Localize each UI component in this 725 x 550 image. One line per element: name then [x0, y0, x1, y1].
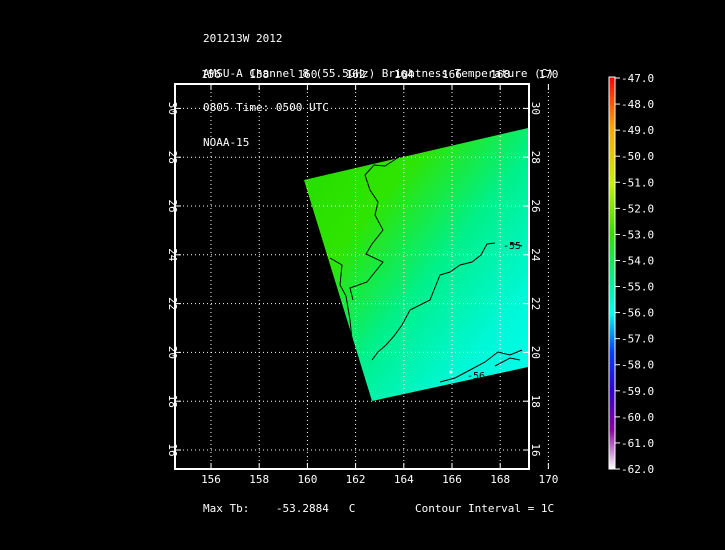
lon-label-top: 164 [394, 68, 414, 81]
colorbar-label: -48.0 [621, 98, 654, 111]
header-satellite: NOAA-15 [203, 135, 250, 149]
lat-label-right: 16 [529, 443, 542, 456]
lon-label-top: 166 [442, 68, 462, 81]
header-product: AMSU-A Channel 8 (55.5GHz) Brightness Te… [203, 66, 554, 80]
colorbar-label: -59.0 [621, 385, 654, 398]
colorbar-label: -57.0 [621, 333, 654, 346]
axis-labels: 156 156 158 158 160 160 162 162 164 164 166 166 168 1… [166, 68, 558, 486]
lon-label-top: 158 [249, 68, 269, 81]
lat-label-right: 28 [529, 151, 542, 164]
lat-label-left: 26 [166, 199, 179, 212]
contour-line-a [349, 154, 403, 301]
lon-label-bottom: 166 [442, 473, 462, 486]
lon-label-top: 160 [297, 68, 317, 81]
satellite-swath [304, 128, 528, 401]
storm-center-marker [449, 370, 453, 374]
max-tb-label: Max Tb: [203, 502, 250, 515]
lon-label-bottom: 158 [249, 473, 269, 486]
colorbar-label: -56.0 [621, 307, 654, 320]
max-tb-readout: Max Tb: -53.2884 C [203, 502, 355, 515]
lat-label-right: 22 [529, 297, 542, 310]
colorbar-label: -53.0 [621, 228, 654, 241]
lon-label-top: 170 [538, 68, 558, 81]
colorbar-label: -52.0 [621, 202, 654, 215]
contour-line-f [494, 357, 521, 367]
colorbar-label: -50.0 [621, 150, 654, 163]
lon-label-top: 168 [490, 68, 510, 81]
lat-label-right: 18 [529, 395, 542, 408]
header-time: 0805 Time: 0500 UTC [203, 101, 329, 114]
colorbar-label: -61.0 [621, 437, 654, 450]
lon-label-top: 162 [346, 68, 366, 81]
lon-label-bottom: 164 [394, 473, 414, 486]
map-frame [174, 83, 530, 470]
contour-line-d [509, 242, 523, 247]
lat-label-left: 22 [166, 297, 179, 310]
lon-label-bottom: 162 [346, 473, 366, 486]
colorbar-label: -55.0 [621, 281, 654, 294]
lat-label-left: 30 [166, 102, 179, 115]
header-storm-id: 201213W 2012 [203, 32, 283, 45]
lat-label-right: 24 [529, 248, 542, 262]
lat-label-right: 26 [529, 199, 542, 212]
lon-label-bottom: 170 [538, 473, 558, 486]
lat-lon-grid [175, 84, 549, 469]
contour-line-c [371, 242, 496, 361]
colorbar [608, 76, 616, 470]
colorbar-label: -49.0 [621, 124, 654, 137]
contour-interval: Contour Interval = 1C [415, 502, 555, 515]
colorbar-label: -62.0 [621, 463, 654, 476]
plot-header: 201213W 2012 AMSU-A Channel 8 (55.5GHz) … [203, 10, 554, 160]
contour-line-b [329, 257, 353, 341]
max-tb-value: -53.2884 [275, 502, 329, 515]
lon-label-bottom: 156 [201, 473, 221, 486]
colorbar-label: -60.0 [621, 411, 654, 424]
lat-label-left: 18 [166, 395, 179, 408]
lon-label-bottom: 168 [490, 473, 510, 486]
lon-label-bottom: 160 [297, 473, 317, 486]
lat-label-left: 24 [166, 248, 179, 262]
colorbar-label: -47.0 [621, 72, 654, 85]
colorbar-labels: -47.0 -48.0 -49.0 -50.0 -51.0 -52.0 -53.0 -54.0… [621, 72, 654, 476]
contour-label-56: -56 [467, 371, 485, 382]
colorbar-label: -51.0 [621, 176, 654, 189]
lat-label-left: 28 [166, 151, 179, 164]
colorbar-label: -58.0 [621, 359, 654, 372]
contour-line-e [439, 349, 523, 383]
lat-label-left: 16 [166, 443, 179, 456]
colorbar-ticks [615, 77, 620, 470]
contour-label-55: -55 [503, 241, 521, 252]
lon-label-top: 156 [201, 68, 221, 81]
contour-lines [329, 154, 523, 383]
lat-label-right: 30 [529, 102, 542, 115]
max-tb-unit: C [348, 502, 356, 515]
colorbar-label: -54.0 [621, 254, 654, 267]
lat-label-right: 20 [529, 346, 542, 359]
lat-label-left: 20 [166, 346, 179, 359]
axis-ticks [175, 84, 549, 469]
